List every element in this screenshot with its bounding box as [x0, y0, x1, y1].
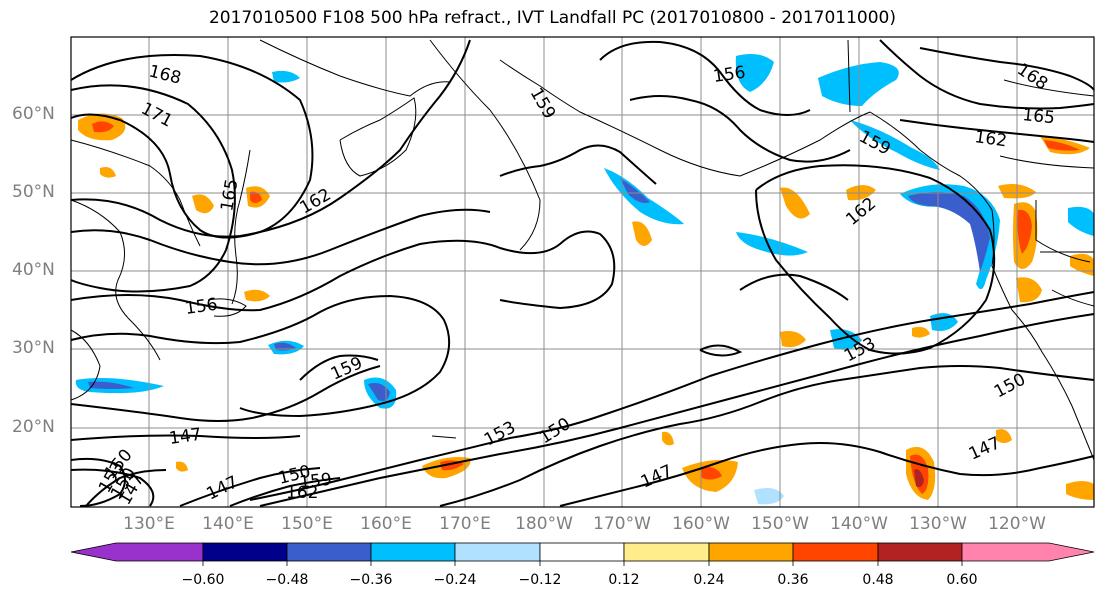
anomaly-patch [1016, 277, 1042, 303]
colorbar-tick-label: 0.24 [693, 572, 725, 588]
contour-label: 159 [298, 470, 332, 493]
contour-label: 156 [184, 295, 219, 319]
anomaly-patch [368, 383, 390, 401]
anomaly-patch [100, 167, 116, 178]
contour-label: 165 [1021, 105, 1055, 128]
longitude-label: 170°E [439, 514, 491, 534]
anomaly-patch [272, 70, 300, 83]
anomaly-patch [250, 191, 262, 203]
anomaly-patch [850, 120, 940, 170]
anomaly-patch [818, 62, 899, 106]
anomaly-patch [780, 331, 806, 348]
longitude-label: 130°E [123, 514, 175, 534]
anomaly-patch [92, 121, 114, 133]
map-title: 2017010500 F108 500 hPa refract., IVT La… [208, 8, 896, 28]
latitude-label: 40°N [12, 260, 55, 280]
anomaly-patch [1066, 481, 1094, 500]
colorbar-segment [877, 542, 963, 562]
contour-label: 162 [973, 127, 1008, 151]
anomaly-patch [662, 431, 674, 446]
colorbar-segment [454, 542, 541, 562]
colorbar-segment [70, 542, 204, 562]
anomaly-patch [1017, 209, 1032, 254]
anomaly-patch [735, 54, 774, 92]
colorbar-tick-label: 0.36 [777, 572, 809, 588]
colorbar-tick-label: −0.12 [518, 572, 562, 588]
longitude-label: 120°W [988, 514, 1046, 534]
anomaly-patch [700, 467, 722, 480]
anomaly-patch [908, 192, 990, 272]
colorbar-tick-label: −0.24 [433, 572, 477, 588]
anomaly-patch [830, 329, 862, 350]
colorbar-segment [202, 542, 288, 562]
anomaly-patch [176, 461, 188, 472]
anomaly-patch [914, 469, 924, 488]
longitude-label: 170°W [593, 514, 651, 534]
colorbar-segment [961, 542, 1095, 562]
colorbar-segment [623, 542, 710, 562]
longitude-label: 160°E [360, 514, 412, 534]
colorbar [70, 542, 1095, 566]
latitude-label: 30°N [12, 338, 55, 358]
colorbar-segment [370, 542, 456, 562]
anomaly-patch [780, 187, 810, 219]
anomaly-patch [1070, 253, 1094, 276]
anomaly-patch [754, 488, 784, 505]
anomaly-patch [620, 178, 650, 203]
anomaly-patch [632, 221, 652, 246]
anomaly-patch [1068, 206, 1094, 236]
colorbar-tick-label: −0.60 [181, 572, 225, 588]
colorbar-segment [539, 542, 625, 562]
anomaly-patch [1044, 140, 1080, 151]
anomaly-patch [244, 289, 270, 302]
anomaly-patch [736, 232, 808, 256]
colorbar-tick-label: −0.48 [265, 572, 309, 588]
refractivity-contours [70, 39, 1095, 507]
longitude-label: 130°W [909, 514, 967, 534]
anomaly-patch [88, 381, 134, 389]
longitude-label: 140°E [202, 514, 254, 534]
colorbar-tick-label: −0.36 [349, 572, 393, 588]
anomaly-patch [996, 429, 1012, 443]
anomaly-patch [912, 326, 930, 338]
colorbar-tick-label: 0.48 [862, 572, 894, 588]
longitude-label: 150°E [281, 514, 333, 534]
colorbar-segment [792, 542, 879, 562]
colorbar-tick-label: 0.12 [608, 572, 640, 588]
latitude-label: 60°N [12, 104, 55, 124]
longitude-label: 180°W [515, 514, 573, 534]
anomaly-fill-layer [75, 54, 1094, 505]
longitude-label: 140°W [830, 514, 888, 534]
contour-label: 147 [168, 425, 203, 449]
map-frame [70, 36, 1095, 508]
colorbar-segment [286, 542, 372, 562]
latitude-label: 20°N [12, 417, 55, 437]
contour-label: 156 [712, 63, 747, 87]
longitude-label: 150°W [751, 514, 809, 534]
colorbar-tick-label: 0.60 [946, 572, 978, 588]
latitude-label: 50°N [12, 182, 55, 202]
contour-label: 162 [286, 483, 318, 503]
colorbar-segment [708, 542, 794, 562]
longitude-label: 160°W [672, 514, 730, 534]
anomaly-patch [192, 194, 214, 214]
